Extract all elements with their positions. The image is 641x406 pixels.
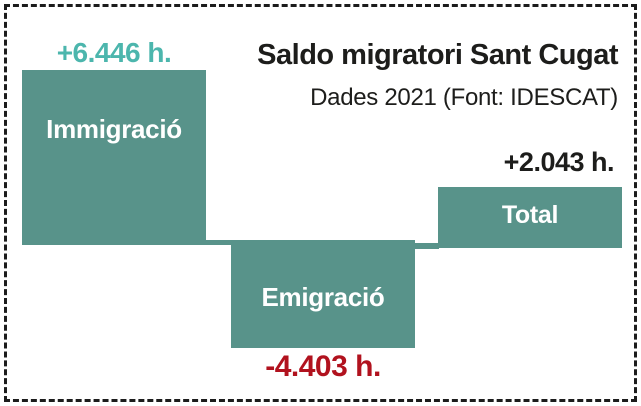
bar-total xyxy=(438,187,622,248)
bar-label-immigracio: Immigració xyxy=(46,114,182,144)
value-label-emigracio: -4.403 h. xyxy=(265,350,381,383)
waterfall-connector-left xyxy=(205,240,232,245)
bar-immigracio xyxy=(22,70,206,245)
dashed-border-frame xyxy=(4,4,637,402)
bar-label-total: Total xyxy=(501,201,559,229)
waterfall-connector-right xyxy=(414,243,439,249)
chart-title: Saldo migratori Sant Cugat xyxy=(257,39,618,71)
chart-subtitle: Dades 2021 (Font: IDESCAT) xyxy=(310,84,618,111)
value-label-total: +2.043 h. xyxy=(503,147,615,177)
bar-label-emigracio: Emigració xyxy=(261,282,385,312)
bar-emigracio xyxy=(231,240,415,348)
value-label-immigracio: +6.446 h. xyxy=(56,37,172,68)
